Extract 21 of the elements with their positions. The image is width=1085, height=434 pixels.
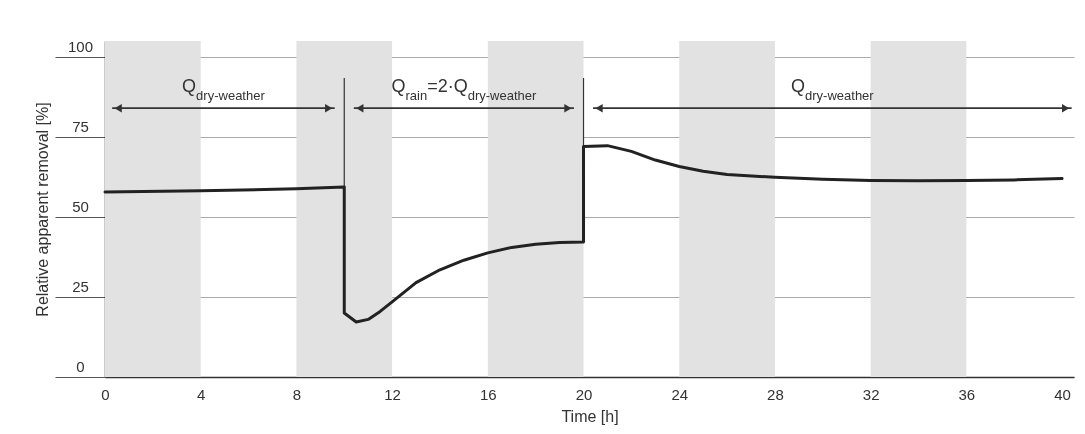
y-tick-label: 100 — [67, 37, 94, 55]
y-tick-label: 50 — [72, 197, 89, 215]
x-tick-label: 20 — [575, 385, 593, 403]
annotation: Q$_{rain}$=2·Q$_{dry-weather}$ — [391, 76, 537, 103]
x-tick-label: 32 — [862, 385, 880, 403]
annotation: Q$_{dry-weather}$ — [182, 76, 266, 103]
x-tick-label: 36 — [958, 385, 976, 403]
x-tick-label: 40 — [1054, 385, 1071, 403]
y-tick-label: 25 — [72, 277, 89, 295]
x-tick-label: 8 — [292, 385, 302, 403]
y-tick-label: 75 — [72, 117, 89, 135]
y-axis-title: Relative apparent removal [%] — [34, 102, 51, 317]
x-tick-label: 4 — [197, 385, 206, 403]
x-tick-label: 28 — [767, 385, 784, 403]
annotation: Q$_{dry-weather}$ — [791, 76, 875, 103]
x-tick-label: 12 — [384, 385, 401, 403]
x-tick-label: 16 — [479, 385, 497, 403]
y-tick-label: 0 — [76, 357, 85, 375]
x-tick-label: 24 — [671, 385, 689, 403]
x-axis-title: Time [h] — [561, 407, 619, 425]
x-tick-label: 0 — [101, 385, 110, 403]
